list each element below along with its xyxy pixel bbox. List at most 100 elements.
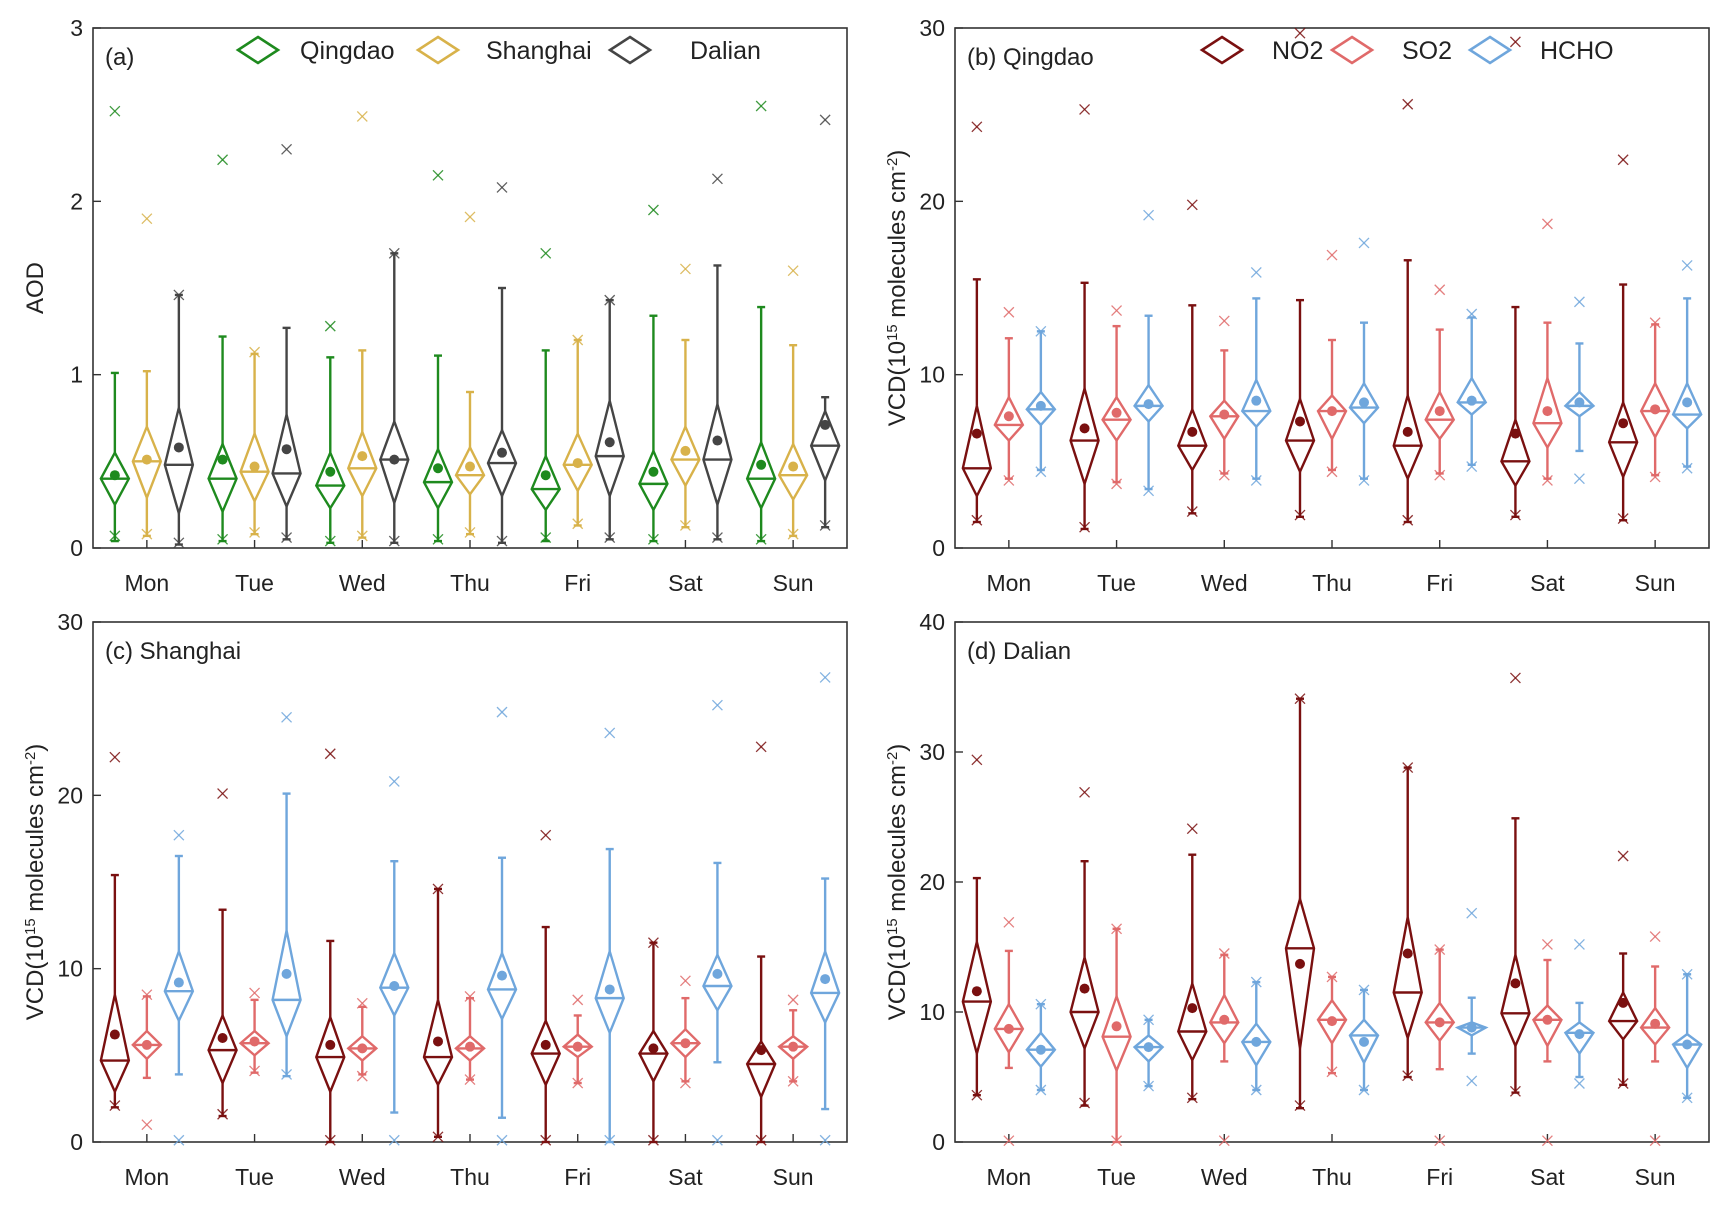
legend-label: HCHO bbox=[1540, 37, 1614, 65]
cross-stroke bbox=[388, 247, 400, 259]
mean-point bbox=[1434, 406, 1445, 417]
y-tick-label: 20 bbox=[919, 869, 945, 895]
mean-point bbox=[572, 1041, 583, 1052]
box-fri bbox=[562, 334, 594, 530]
outlier-high-mark bbox=[1326, 249, 1338, 261]
outlier-low-mark bbox=[1402, 1070, 1414, 1082]
iqr-diamond bbox=[131, 1029, 163, 1061]
outlier-high-mark bbox=[787, 994, 799, 1006]
box-mon bbox=[131, 989, 163, 1131]
iqr-diamond bbox=[1176, 405, 1208, 473]
iqr-diamond bbox=[777, 1034, 810, 1061]
cross-stroke bbox=[109, 530, 121, 542]
mean-point bbox=[1035, 1044, 1046, 1055]
iqr-diamond bbox=[1671, 1032, 1703, 1071]
box-mon bbox=[131, 213, 163, 540]
cross-stroke bbox=[679, 520, 691, 531]
iqr-diamond bbox=[346, 428, 378, 499]
outlier-high-mark bbox=[432, 169, 444, 181]
outlier-low-mark bbox=[217, 533, 229, 545]
mean-point bbox=[1542, 1014, 1553, 1025]
box-fri bbox=[1424, 944, 1456, 1147]
iqr-diamond bbox=[1424, 389, 1456, 441]
mean-point bbox=[1251, 1036, 1262, 1047]
box-sun bbox=[1671, 968, 1703, 1104]
cross-stroke bbox=[356, 997, 368, 1009]
iqr-diamond bbox=[1424, 1000, 1456, 1043]
outlier-high-mark bbox=[1218, 315, 1230, 327]
cross-stroke bbox=[819, 520, 831, 531]
mean-point bbox=[1327, 406, 1337, 417]
outlier-high-mark bbox=[1434, 284, 1446, 296]
outlier-high-mark bbox=[1186, 823, 1198, 835]
iqr-diamond bbox=[1240, 1021, 1272, 1068]
outlier-low-mark bbox=[604, 1134, 616, 1146]
outlier-low-mark bbox=[1294, 1100, 1306, 1112]
cross-stroke bbox=[1294, 693, 1306, 705]
outlier-low-mark bbox=[711, 1134, 723, 1146]
box-sat bbox=[1500, 672, 1531, 1097]
cross-stroke bbox=[496, 535, 508, 547]
mean-point bbox=[1327, 1016, 1337, 1027]
y-tick-label: 30 bbox=[919, 15, 945, 41]
outlier-high-mark bbox=[1541, 218, 1553, 230]
iqr-diamond bbox=[99, 450, 131, 508]
outlier-low-mark bbox=[1358, 474, 1370, 486]
mean-point bbox=[540, 470, 551, 481]
outlier-low-mark bbox=[141, 1119, 153, 1131]
cross-stroke bbox=[1402, 762, 1414, 774]
outlier-high-mark bbox=[1649, 317, 1661, 329]
iqr-diamond bbox=[454, 1034, 486, 1063]
box-sat bbox=[638, 204, 669, 545]
outlier-high-mark bbox=[109, 105, 121, 117]
cross-stroke bbox=[173, 289, 185, 301]
iqr-diamond bbox=[594, 400, 625, 500]
x-tick-label: Sun bbox=[1635, 1164, 1676, 1190]
outlier-low-mark bbox=[1326, 1066, 1338, 1078]
iqr-diamond bbox=[961, 405, 993, 499]
cross-stroke bbox=[217, 154, 229, 166]
mean-point bbox=[1650, 404, 1661, 415]
iqr-diamond bbox=[271, 930, 302, 1040]
box-thu bbox=[1284, 27, 1316, 521]
cross-stroke bbox=[604, 294, 616, 306]
outlier-high-mark bbox=[1466, 907, 1478, 919]
cross-stroke bbox=[1111, 923, 1123, 935]
mean-point bbox=[325, 466, 336, 477]
y-tick-label: 10 bbox=[919, 999, 945, 1025]
outlier-high-mark bbox=[356, 110, 368, 122]
outlier-low-mark bbox=[1143, 485, 1155, 497]
mean-point bbox=[1618, 997, 1629, 1008]
cross-stroke bbox=[540, 829, 552, 841]
cross-stroke bbox=[249, 526, 261, 538]
mean-point bbox=[1219, 1014, 1230, 1025]
box-tue bbox=[1069, 104, 1100, 533]
mean-point bbox=[1003, 1023, 1014, 1034]
cross-stroke bbox=[711, 699, 723, 711]
series-qingdao bbox=[99, 100, 777, 547]
mean-point bbox=[1402, 948, 1413, 959]
iqr-diamond bbox=[961, 941, 993, 1059]
outlier-high-mark bbox=[1649, 931, 1661, 943]
cross-stroke bbox=[432, 533, 444, 545]
cross-stroke bbox=[1541, 1135, 1553, 1147]
box-sun bbox=[745, 741, 777, 1146]
outlier-low-mark bbox=[1250, 1084, 1262, 1096]
box-sat bbox=[1563, 296, 1596, 485]
outlier-low-mark bbox=[1434, 469, 1446, 481]
cross-stroke bbox=[604, 532, 616, 544]
mean-point bbox=[217, 454, 228, 465]
cross-stroke bbox=[141, 1119, 153, 1131]
cross-stroke bbox=[1466, 1075, 1478, 1087]
panel-label: (d) Dalian bbox=[967, 638, 1071, 665]
outlier-high-mark bbox=[679, 263, 691, 275]
legend-item: Shanghai bbox=[415, 35, 592, 65]
cross-stroke bbox=[1573, 1078, 1585, 1089]
cross-stroke bbox=[1143, 485, 1155, 497]
mean-point bbox=[141, 454, 152, 465]
cross-stroke bbox=[604, 727, 616, 739]
cross-stroke bbox=[711, 532, 723, 544]
cross-stroke bbox=[540, 247, 552, 259]
mean-point bbox=[109, 1029, 120, 1040]
x-tick-label: Tue bbox=[235, 570, 274, 596]
